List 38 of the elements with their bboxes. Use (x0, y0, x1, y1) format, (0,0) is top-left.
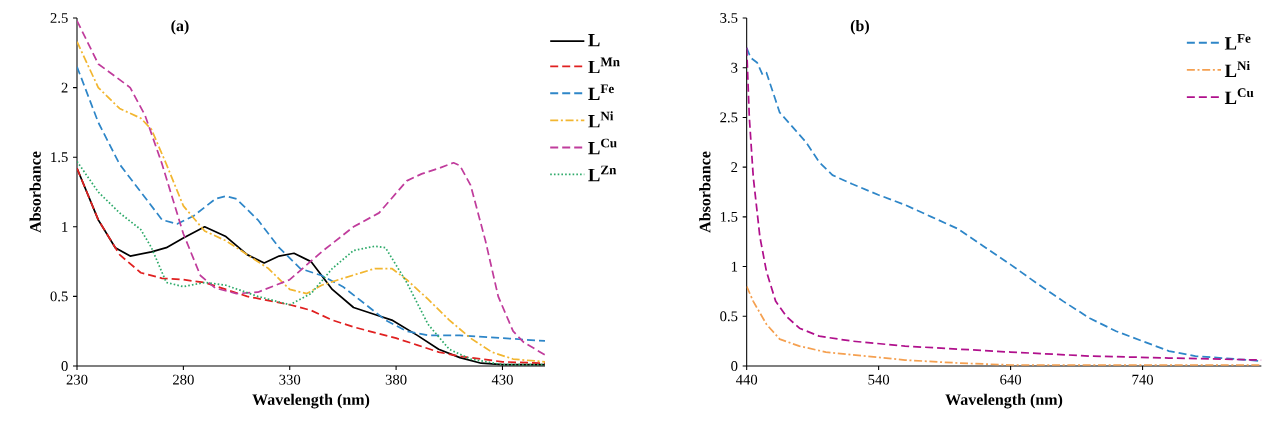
x-tick-label: 440 (735, 374, 758, 385)
chart-title: (b) (850, 19, 869, 35)
x-tick-label: 230 (66, 374, 88, 385)
x-tick-label: 280 (173, 374, 194, 385)
chart-title: (a) (171, 19, 189, 35)
x-tick-label: 640 (1000, 374, 1022, 385)
y-tick-label: 0 (61, 361, 68, 371)
x-tick-label: 330 (279, 374, 301, 385)
legend-label: L$^{Ni}$ (588, 111, 614, 128)
y-tick-label: 1 (62, 221, 68, 232)
y-axis-title: Absorbance (29, 151, 41, 233)
legend-label: L$^{Ni}$ (1224, 60, 1250, 77)
legend-label: L$^{Zn}$ (588, 165, 617, 182)
y-tick-label: 3.5 (720, 13, 738, 23)
legend-label: L (588, 34, 600, 47)
x-tick-label: 740 (1132, 374, 1154, 385)
y-tick-label: 3 (731, 62, 738, 73)
legend-label: L$^{Mn}$ (588, 57, 620, 74)
y-tick-label: 0.5 (720, 311, 738, 322)
legend-label: L$^{Fe}$ (1224, 34, 1251, 50)
x-tick-label: 430 (491, 374, 513, 385)
y-tick-label: 1.5 (720, 211, 738, 222)
legend-label: L$^{Cu}$ (588, 138, 617, 155)
y-tick-label: 2 (61, 82, 68, 93)
legend-label: L$^{Fe}$ (588, 84, 614, 100)
y-tick-label: 2.5 (720, 112, 738, 123)
y-tick-label: 2 (731, 162, 738, 172)
y-tick-label: 1 (731, 261, 738, 272)
x-tick-label: 380 (385, 374, 407, 385)
y-tick-label: 0.5 (50, 291, 68, 302)
y-tick-label: 2.5 (50, 13, 68, 23)
y-tick-label: 0 (731, 361, 738, 371)
x-axis-title: Wavelength (nm) (945, 393, 1063, 409)
x-tick-label: 540 (868, 374, 890, 385)
x-axis-title: Wavelength (nm) (252, 393, 370, 409)
y-tick-label: 1.5 (51, 152, 68, 163)
legend-label: L$^{Cu}$ (1224, 88, 1254, 104)
y-axis-title: Absorbance (699, 151, 711, 233)
